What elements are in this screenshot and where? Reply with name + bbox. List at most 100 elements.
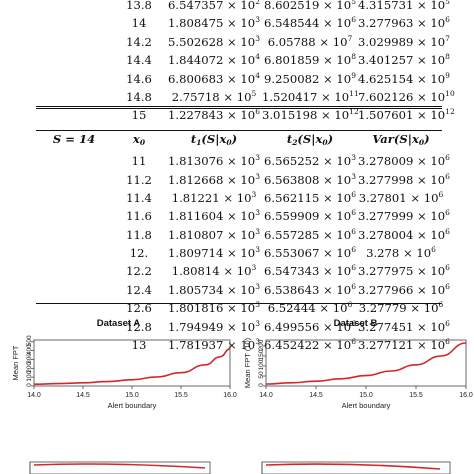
y-tick-label: 100 (258, 359, 265, 370)
cell-text: (S|x (201, 131, 227, 146)
y-tick-label: 100 (26, 370, 33, 381)
y-tick-label: 150 (258, 349, 265, 360)
t2-value: 6.538643 × 106 (262, 281, 358, 299)
cell-text: 15 (131, 108, 147, 123)
t1-value: 1.844072 × 104 (166, 51, 262, 69)
x0-value: 11.2 (112, 171, 166, 189)
var-value: 3.278004 × 106 (358, 226, 450, 244)
cell-text: 6.547357 × 10 (168, 0, 256, 12)
exponent: 6 (351, 208, 356, 218)
exponent: 6 (351, 226, 356, 236)
exponent: 12 (349, 107, 359, 117)
exponent: 6 (445, 171, 450, 181)
y-tick-label: 300 (26, 353, 33, 364)
cell-text: 6.547343 × 10 (264, 264, 352, 279)
cell-text: x (132, 131, 140, 146)
t1-value: 1.794949 × 103 (166, 318, 262, 336)
cell-text: 3.277121 × 10 (358, 338, 446, 353)
cell-text: 3.277966 × 10 (358, 282, 446, 297)
exponent: 6 (445, 263, 450, 273)
x-axis-label: Alert boundary (108, 401, 157, 410)
exponent: 10 (445, 88, 455, 98)
table-row: 12.8 1.794949 × 103 6.499556 × 106 3.277451… (36, 318, 450, 336)
x0-value: 12.8 (112, 318, 166, 336)
table-row: 12.4 1.805734 × 103 6.538643 × 106 3.277966… (36, 281, 450, 299)
exponent: 6 (438, 189, 444, 199)
exponent: 8 (445, 52, 450, 62)
t2-value: 3.015198 × 1012 (262, 106, 359, 124)
cropped-next-figures (29, 461, 451, 474)
cell-text: 3.278004 × 10 (358, 227, 446, 242)
y-tick-label: 0 (258, 383, 265, 387)
t2-value: 6.557285 × 106 (262, 226, 358, 244)
cell-text: 1.812668 × 10 (168, 172, 256, 187)
exponent: 4 (255, 70, 260, 80)
cell-text: 3.277998 × 10 (358, 172, 446, 187)
cell-text: 13 (131, 338, 147, 353)
cell-text: 6.548544 × 10 (264, 16, 352, 31)
x0-value: 12. (112, 244, 166, 262)
exponent: 3 (255, 281, 260, 291)
var-value: 3.27801 × 106 (358, 189, 444, 207)
x0-value: 13 (112, 336, 166, 354)
var-value: 3.277963 × 106 (358, 14, 450, 32)
var-value: 4.625154 × 109 (358, 70, 450, 88)
chart-dataset-a: Dataset A 14.0 14.5 15.0 15.5 16.0 0 100 200 300… (0, 312, 237, 422)
var-value: 3.029989 × 107 (358, 33, 450, 51)
table-row: 15 1.227843 × 106 3.015198 × 1012 1.507601 … (36, 106, 455, 124)
t1-value: 1.810807 × 103 (166, 226, 262, 244)
cell-text: 1.781937 × 10 (168, 338, 256, 353)
var-value: 3.277121 × 106 (358, 336, 450, 354)
t1-value: 1.801816 × 103 (166, 299, 262, 317)
x-tick-label: 15.5 (174, 392, 188, 399)
table-rule (36, 130, 442, 131)
cell-text: 9.250082 × 10 (264, 71, 352, 86)
exponent: 6 (445, 153, 450, 163)
cell-text: 6.499556 × 10 (264, 319, 352, 334)
t1-value: 1.813076 × 103 (166, 152, 262, 170)
exponent: 3 (255, 318, 260, 328)
x0-value: 11 (112, 152, 166, 170)
var-value: 3.277966 × 106 (358, 281, 450, 299)
table-rule (36, 303, 442, 304)
x0-value: 14.4 (112, 51, 166, 69)
table-row: 12. 1.809714 × 103 6.553067 × 106 3.278 × 1… (36, 244, 442, 262)
cell-text: 1.811604 × 10 (168, 209, 256, 224)
x-tick-label: 15.0 (125, 392, 139, 399)
var-value: 3.401257 × 108 (358, 51, 450, 69)
t1-value: 1.812668 × 103 (166, 171, 262, 189)
cell-text: 1.227843 × 10 (168, 108, 256, 123)
plot-frame (265, 339, 467, 387)
exponent: 9 (351, 70, 356, 80)
cell-text: 4.315731 × 10 (358, 0, 446, 12)
cell-text: 6.562115 × 10 (264, 190, 352, 205)
t2-value: 6.553067 × 106 (262, 244, 358, 262)
cell-text: 12.2 (126, 264, 152, 279)
cell-text: 1.809714 × 10 (168, 246, 256, 261)
var-value: 4.315731 × 105 (358, 0, 450, 14)
t2-value: 6.565252 × 103 (262, 152, 358, 170)
subscript: 0 (226, 137, 232, 147)
exponent: 6 (351, 245, 356, 255)
series-line (33, 348, 231, 386)
cell-text: 3.277963 × 10 (358, 16, 446, 31)
table-row: 11.2 1.812668 × 103 6.563808 × 103 3.277998… (36, 171, 450, 189)
cell-text: (S|x (297, 131, 323, 146)
table-row: 13 1.781937 × 103 6.452422 × 106 3.277121 ×… (36, 336, 450, 354)
exponent: 3 (251, 189, 257, 199)
var-value: 3.277999 × 106 (358, 207, 450, 225)
cell-text: 6.452422 × 10 (264, 338, 352, 353)
t2-value: 6.559909 × 106 (262, 207, 358, 225)
exponent: 3 (255, 337, 260, 347)
cell-text: 11.6 (126, 209, 152, 224)
table-row: 14.4 1.844072 × 104 6.801859 × 108 3.401257… (36, 51, 450, 69)
cell-text: 3.278009 × 10 (358, 154, 446, 169)
t2-value: 6.548544 × 106 (262, 14, 358, 32)
exponent: 5 (445, 0, 450, 6)
cell-text: 1.80814 × 10 (171, 264, 252, 279)
t1-value: 2.75718 × 105 (166, 88, 262, 106)
subscript: 0 (322, 137, 328, 147)
x-tick-label: 14.0 (259, 392, 273, 399)
exponent: 6 (351, 281, 356, 291)
